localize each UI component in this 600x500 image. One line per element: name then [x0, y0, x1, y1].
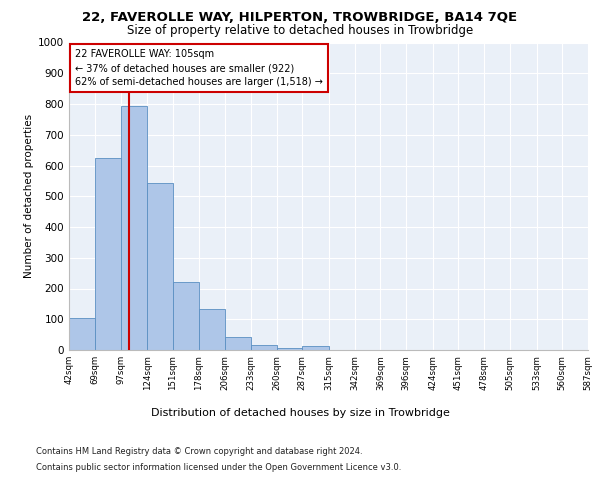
Text: Contains HM Land Registry data © Crown copyright and database right 2024.: Contains HM Land Registry data © Crown c…	[36, 448, 362, 456]
Bar	[199, 310, 225, 350]
Text: 22 FAVEROLLE WAY: 105sqm
← 37% of detached houses are smaller (922)
62% of semi-: 22 FAVEROLLE WAY: 105sqm ← 37% of detach…	[75, 50, 323, 88]
Bar	[173, 282, 199, 350]
Bar	[225, 337, 251, 350]
Y-axis label: Number of detached properties: Number of detached properties	[24, 114, 34, 278]
Text: Contains public sector information licensed under the Open Government Licence v3: Contains public sector information licen…	[36, 462, 401, 471]
Bar	[251, 345, 277, 350]
Bar	[147, 183, 173, 350]
Text: 22, FAVEROLLE WAY, HILPERTON, TROWBRIDGE, BA14 7QE: 22, FAVEROLLE WAY, HILPERTON, TROWBRIDGE…	[82, 11, 518, 24]
Text: Size of property relative to detached houses in Trowbridge: Size of property relative to detached ho…	[127, 24, 473, 37]
Text: Distribution of detached houses by size in Trowbridge: Distribution of detached houses by size …	[151, 408, 449, 418]
Bar	[302, 346, 329, 350]
Bar	[121, 106, 147, 350]
Bar	[277, 348, 302, 350]
Bar	[95, 158, 121, 350]
Bar	[69, 318, 95, 350]
